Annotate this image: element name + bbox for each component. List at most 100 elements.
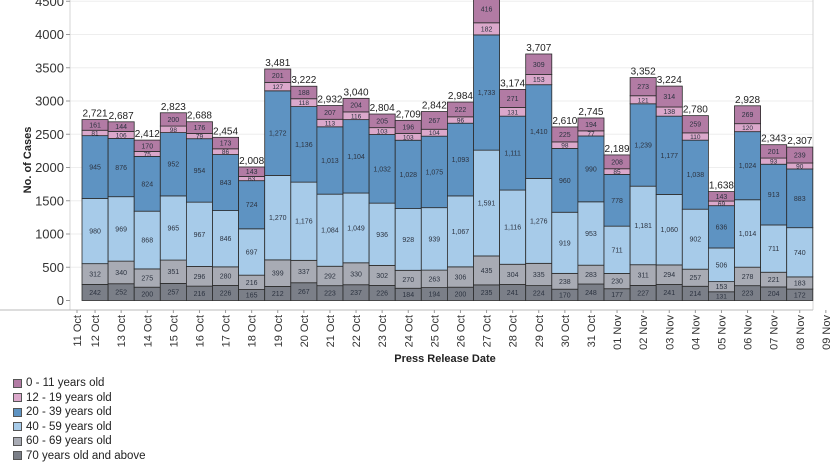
bar-segment[interactable] bbox=[734, 199, 762, 268]
bar-stack[interactable]: 257 351 965 952 98 200 2,823 bbox=[159, 102, 187, 301]
bar-total-label: 2,928 bbox=[735, 95, 760, 106]
bar-segment[interactable] bbox=[159, 195, 187, 261]
bar-stack[interactable]: 241 304 1,116 1,111 131 271 3,174 bbox=[499, 78, 527, 301]
bar-segment[interactable] bbox=[577, 201, 605, 266]
bar-stack[interactable]: 212 399 1,270 1,272 127 201 3,481 bbox=[264, 58, 292, 301]
bar-segment[interactable] bbox=[629, 185, 657, 266]
legend-item[interactable]: 0 - 11 years old bbox=[13, 376, 146, 391]
bar-segment[interactable] bbox=[316, 126, 344, 195]
bar-stack[interactable]: 237 330 1,049 1,104 116 204 3,040 bbox=[342, 87, 370, 301]
bar-segment[interactable] bbox=[734, 105, 762, 125]
bar-stack[interactable]: 235 435 1,591 1,733 182 416 bbox=[473, 0, 501, 301]
bar-segment[interactable] bbox=[577, 135, 605, 203]
segment-value-label: 306 bbox=[455, 275, 467, 282]
bar-stack[interactable]: 226 302 936 1,032 103 205 2,804 bbox=[368, 103, 396, 301]
x-tick-label: 22 Oct bbox=[351, 315, 363, 347]
segment-value-label: 224 bbox=[533, 291, 545, 298]
bar-segment[interactable] bbox=[159, 112, 187, 127]
bar-stack[interactable]: 214 257 902 1,038 110 259 2,780 bbox=[681, 105, 709, 301]
segment-value-label: 902 bbox=[690, 237, 702, 244]
bar-segment[interactable] bbox=[107, 196, 135, 262]
bar-segment[interactable] bbox=[681, 115, 709, 134]
bar-stack[interactable]: 200 306 1,067 1,093 96 222 2,984 bbox=[446, 91, 474, 301]
bar-segment[interactable] bbox=[238, 228, 266, 276]
bar-segment[interactable] bbox=[420, 135, 448, 209]
bar-segment[interactable] bbox=[212, 154, 240, 211]
bar-segment[interactable] bbox=[212, 136, 240, 150]
bar-segment[interactable] bbox=[133, 155, 161, 212]
bar-segment[interactable] bbox=[290, 85, 318, 100]
bar-segment[interactable] bbox=[734, 131, 762, 201]
legend-item[interactable]: 70 years old and above bbox=[13, 449, 146, 464]
bar-segment[interactable] bbox=[133, 210, 161, 270]
bar-segment[interactable] bbox=[290, 181, 318, 261]
bar-segment[interactable] bbox=[786, 227, 814, 278]
segment-value-label: 846 bbox=[220, 236, 232, 243]
bar-segment[interactable] bbox=[525, 53, 553, 75]
segment-value-label: 936 bbox=[376, 232, 388, 239]
bar-segment[interactable] bbox=[473, 149, 501, 257]
bar-total-label: 3,222 bbox=[291, 75, 316, 86]
bar-segment[interactable] bbox=[238, 180, 266, 230]
legend-item[interactable]: 12 - 19 years old bbox=[13, 391, 146, 406]
bar-stack[interactable]: 184 270 928 1,028 103 196 2,709 bbox=[394, 109, 422, 301]
bar-stack[interactable]: 177 230 711 778 85 208 2,189 bbox=[603, 144, 631, 301]
bar-segment[interactable] bbox=[655, 85, 683, 108]
bar-stack[interactable]: 216 296 967 954 79 176 2,688 bbox=[185, 111, 213, 301]
bar-segment[interactable] bbox=[473, 34, 501, 151]
legend-item[interactable]: 60 - 69 years old bbox=[13, 434, 146, 449]
bar-segment[interactable] bbox=[342, 97, 370, 113]
bar-segment[interactable] bbox=[264, 68, 292, 83]
segment-value-label: 1,181 bbox=[634, 223, 652, 230]
bar-segment[interactable] bbox=[499, 189, 527, 265]
bar-segment[interactable] bbox=[629, 103, 657, 187]
bar-stack[interactable]: 194 263 939 1,075 104 267 2,842 bbox=[420, 101, 448, 301]
legend-item[interactable]: 20 - 39 years old bbox=[13, 405, 146, 420]
bar-segment[interactable] bbox=[551, 211, 579, 274]
segment-value-label: 1,591 bbox=[478, 201, 496, 208]
bar-stack[interactable]: 223 292 1,084 1,013 113 207 2,932 bbox=[316, 95, 344, 301]
bar-segment[interactable] bbox=[551, 148, 579, 213]
bar-segment[interactable] bbox=[473, 0, 501, 24]
bar-segment[interactable] bbox=[446, 122, 474, 197]
bar-segment[interactable] bbox=[446, 195, 474, 268]
bar-segment[interactable] bbox=[681, 139, 709, 210]
bar-segment[interactable] bbox=[760, 224, 788, 273]
bar-total-label: 2,307 bbox=[787, 136, 812, 147]
segment-value-label: 242 bbox=[89, 290, 101, 297]
bar-stack[interactable]: 204 221 711 913 93 201 2,343 bbox=[760, 134, 788, 301]
bar-segment[interactable] bbox=[525, 178, 553, 264]
bar-segment[interactable] bbox=[290, 106, 318, 183]
bar-segment[interactable] bbox=[603, 225, 631, 274]
bar-segment[interactable] bbox=[603, 174, 631, 227]
bar-segment[interactable] bbox=[107, 121, 135, 132]
bar-total-label: 2,745 bbox=[578, 107, 603, 118]
legend-item[interactable]: 40 - 59 years old bbox=[13, 420, 146, 435]
bar-stack[interactable]: 248 283 953 990 77 194 2,745 bbox=[577, 107, 605, 301]
bar-stack[interactable]: 172 183 740 883 90 239 2,307 bbox=[786, 136, 814, 301]
bar-segment[interactable] bbox=[264, 175, 292, 261]
bar-stack[interactable]: 241 294 1,060 1,177 138 314 3,224 bbox=[655, 75, 683, 301]
bar-stack[interactable]: 267 337 1,176 1,136 118 188 3,222 bbox=[290, 75, 318, 301]
bar-stack[interactable]: 227 311 1,181 1,239 121 273 3,352 bbox=[629, 67, 657, 301]
bar-stack[interactable]: 224 335 1,276 1,410 153 309 3,707 bbox=[525, 43, 553, 301]
bar-segment[interactable] bbox=[368, 134, 396, 204]
bar-segment[interactable] bbox=[81, 198, 109, 265]
bar-segment[interactable] bbox=[185, 121, 213, 134]
bar-segment[interactable] bbox=[577, 117, 605, 132]
bar-segment[interactable] bbox=[185, 201, 213, 267]
bar-stack[interactable]: 170 238 919 960 98 225 2,610 bbox=[551, 116, 579, 301]
bar-segment[interactable] bbox=[786, 146, 814, 164]
bar-stack[interactable]: 223 278 1,014 1,024 120 269 2,928 bbox=[734, 95, 762, 301]
bar-segment[interactable] bbox=[368, 202, 396, 266]
bar-segment[interactable] bbox=[708, 247, 735, 283]
bar-segment[interactable] bbox=[81, 135, 109, 199]
bar-segment[interactable] bbox=[264, 90, 292, 176]
bar-segment[interactable] bbox=[342, 119, 370, 194]
